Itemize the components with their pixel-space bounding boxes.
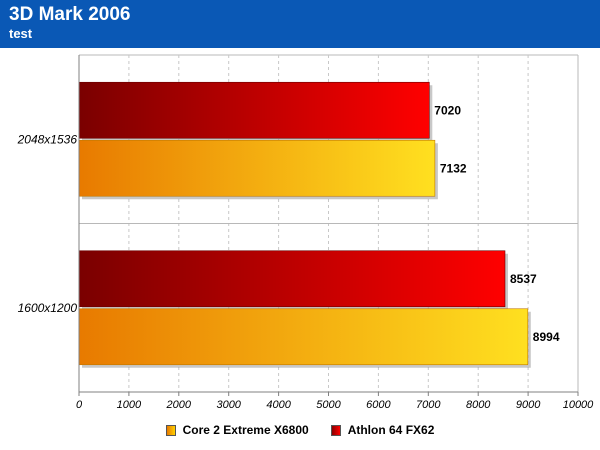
legend-swatch-orange [165, 424, 176, 436]
x-tick-label: 6000 [366, 399, 391, 411]
bar [78, 81, 430, 139]
legend-item-core2: Core 2 Extreme X6800 [165, 423, 309, 437]
category-label: 1600x1200 [18, 301, 78, 315]
x-tick-label: 8000 [466, 399, 491, 411]
data-label: 8537 [510, 272, 537, 286]
chart-header: 3D Mark 2006 test [0, 0, 600, 48]
x-tick-label: 1000 [117, 399, 142, 411]
x-tick-label: 7000 [416, 399, 441, 411]
x-tick-label: 5000 [316, 399, 341, 411]
x-tick-label: 3000 [216, 399, 241, 411]
x-tick-label: 2000 [166, 399, 192, 411]
data-label: 8994 [533, 330, 560, 344]
bar-chart: 0 1000 2000 3000 4000 5000 6000 7000 8000 9000 100… [17, 54, 595, 411]
bar [78, 139, 436, 197]
bar [78, 250, 506, 308]
x-tick-label: 9000 [516, 399, 541, 411]
data-label: 7132 [440, 161, 467, 175]
labels-layer: 0 1000 2000 3000 4000 5000 6000 7000 8000 9000 100… [17, 103, 595, 411]
legend-label-athlon: Athlon 64 FX62 [347, 423, 435, 437]
legend: Core 2 Extreme X6800 Athlon 64 FX62 [0, 420, 600, 440]
data-label: 7020 [434, 103, 461, 117]
bar [78, 308, 529, 366]
category-label: 2048x1536 [17, 132, 78, 146]
chart-subtitle: test [9, 26, 33, 41]
legend-swatch-red [330, 424, 341, 436]
legend-label-core2: Core 2 Extreme X6800 [182, 423, 309, 437]
axis-layer [78, 55, 579, 396]
bars-layer [78, 81, 531, 368]
x-tick-label: 0 [76, 399, 83, 411]
legend-item-athlon: Athlon 64 FX62 [330, 423, 435, 437]
x-tick-label: 10000 [563, 399, 594, 411]
chart-title: 3D Mark 2006 [9, 4, 131, 25]
x-tick-label: 4000 [266, 399, 291, 411]
